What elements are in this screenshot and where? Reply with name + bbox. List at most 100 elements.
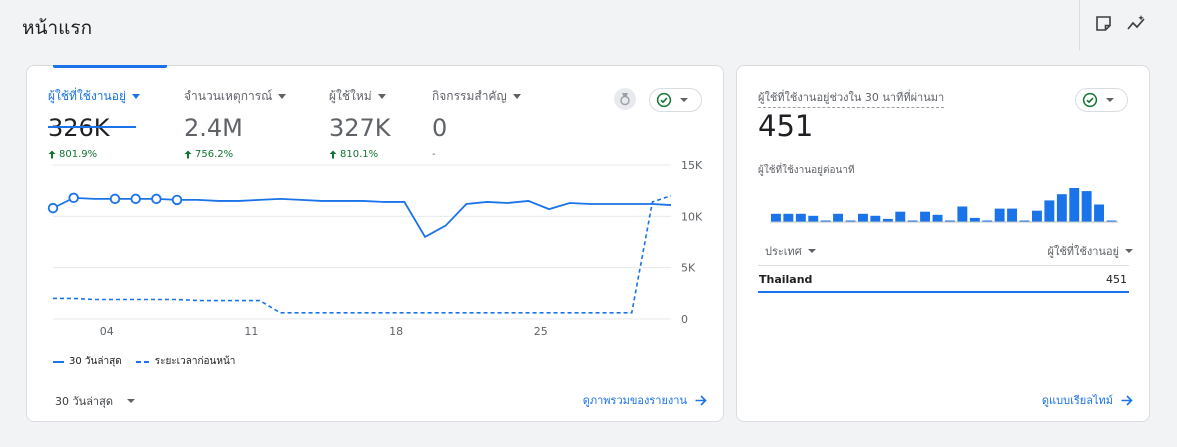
metric-label: ผู้ใช้ที่ใช้งานอยู่ [48, 89, 126, 103]
date-range-value: 30 วันล่าสุด [55, 395, 113, 408]
realtime-card: ผู้ใช้ที่ใช้งานอยู่ช่วงใน 30 นาทีที่ผ่าน… [736, 65, 1150, 422]
caret-down-icon [807, 249, 816, 253]
per-minute-bar [1056, 194, 1067, 222]
series-line-current [52, 196, 672, 239]
per-minute-bar [820, 220, 831, 222]
caret-down-icon [132, 94, 140, 99]
legend-label-current: 30 วันล่าสุด [69, 356, 122, 367]
note-icon[interactable] [1093, 13, 1113, 33]
per-minute-bar [1081, 191, 1092, 222]
insights-sparkle-icon[interactable] [1127, 13, 1147, 33]
metric-active-users[interactable]: ผู้ใช้ที่ใช้งานอยู่ 326K 801.9% [48, 87, 140, 160]
metric-change-value: 801.9% [59, 149, 98, 160]
metric-event-count[interactable]: จำนวนเหตุการณ์ 2.4M 756.2% [184, 87, 287, 160]
metric-value: 327K [329, 114, 391, 142]
column-header-users-label: ผู้ใช้ที่ใช้งานอยู่ [1047, 245, 1120, 258]
per-minute-bar [1019, 220, 1030, 222]
data-point-marker [109, 193, 121, 205]
metric-value: 0 [432, 114, 448, 142]
data-quality-check-dropdown[interactable] [1075, 88, 1128, 112]
per-minute-bar [982, 220, 993, 222]
metric-change: 801.9% [48, 149, 140, 160]
data-point-marker [171, 194, 183, 206]
metric-key-events[interactable]: กิจกรรมสำคัญ 0 - [432, 87, 521, 160]
legend-item-current: 30 วันล่าสุด [53, 354, 122, 369]
realtime-label[interactable]: ผู้ใช้ที่ใช้งานอยู่ช่วงใน 30 นาทีที่ผ่าน… [758, 88, 945, 108]
caret-down-icon [1106, 98, 1114, 102]
per-minute-bar [845, 220, 856, 222]
per-minute-bar [895, 211, 906, 222]
arrow-right-icon [695, 394, 707, 406]
per-minute-bar [771, 213, 781, 222]
y-tick-label: 0 [681, 313, 688, 326]
per-minute-bar [833, 213, 843, 222]
date-range-select[interactable]: 30 วันล่าสุด [55, 392, 135, 410]
metric-label: จำนวนเหตุการณ์ [184, 89, 273, 103]
per-minute-label: ผู้ใช้ที่ใช้งานอยู่ต่อนาที [758, 165, 855, 176]
view-reports-overview-label: ดูภาพรวมของรายงาน [582, 394, 687, 407]
page-header: หน้าแรก [0, 0, 1177, 50]
arrow-up-icon [184, 150, 192, 159]
metric-label-dropdown[interactable]: จำนวนเหตุการณ์ [184, 87, 287, 106]
legend-solid-swatch [53, 360, 64, 363]
per-minute-bar [932, 214, 943, 222]
per-minute-bar [808, 215, 819, 222]
per-minute-bar [1044, 200, 1055, 222]
data-point-marker [47, 202, 59, 214]
realtime-value: 451 [758, 109, 814, 143]
metric-change-value: 756.2% [195, 149, 234, 160]
check-circle-icon [656, 92, 672, 108]
per-minute-bar [957, 206, 968, 222]
table-row-users: 451 [1106, 273, 1127, 286]
per-minute-bar-chart [770, 188, 1118, 223]
per-minute-bar [907, 220, 918, 222]
y-tick-label: 5K [681, 262, 696, 275]
x-tick-label: 11 [244, 325, 258, 338]
overview-card: ผู้ใช้ที่ใช้งานอยู่ 326K 801.9% จำนวนเหต… [26, 65, 724, 422]
metric-label-dropdown[interactable]: กิจกรรมสำคัญ [432, 87, 521, 106]
metric-new-users[interactable]: ผู้ใช้ใหม่ 327K 810.1% [329, 87, 391, 160]
selected-tab-indicator [53, 65, 167, 68]
per-minute-bar [994, 208, 1005, 222]
legend-label-previous: ระยะเวลาก่อนหน้า [154, 356, 236, 367]
metric-change: - [432, 149, 521, 160]
insights-button[interactable] [614, 88, 636, 110]
metric-change-value: 810.1% [340, 149, 379, 160]
data-quality-check-dropdown[interactable] [649, 88, 702, 112]
metric-label: ผู้ใช้ใหม่ [329, 89, 372, 103]
x-tick-label: 25 [534, 325, 548, 338]
x-tick-label: 04 [100, 325, 114, 338]
table-divider [758, 265, 1129, 266]
metric-change-value: - [432, 149, 436, 160]
data-point-marker [68, 192, 79, 204]
per-minute-bar [783, 213, 794, 222]
series-line-previous [53, 195, 672, 314]
chart-legend: 30 วันล่าสุด ระยะเวลาก่อนหน้า [53, 354, 235, 369]
per-minute-bar [1094, 204, 1104, 222]
caret-down-icon [278, 94, 287, 99]
per-minute-bar [795, 213, 806, 222]
view-reports-overview-link[interactable]: ดูภาพรวมของรายงาน [583, 391, 707, 409]
view-realtime-link[interactable]: ดูแบบเรียลไทม์ [1042, 391, 1133, 409]
data-point-marker [130, 193, 141, 205]
per-minute-bar [945, 220, 955, 222]
per-minute-bar [1106, 220, 1117, 222]
per-minute-bar [969, 217, 980, 222]
per-minute-bar [870, 215, 881, 222]
metric-change: 810.1% [329, 149, 391, 160]
caret-down-icon [1125, 249, 1133, 253]
per-minute-bar [882, 218, 893, 222]
caret-down-icon [377, 94, 386, 99]
y-tick-label: 10K [681, 210, 703, 223]
arrow-up-icon [329, 150, 337, 159]
per-minute-bar [920, 211, 930, 222]
metric-label-dropdown[interactable]: ผู้ใช้ใหม่ [329, 87, 391, 106]
caret-down-icon [680, 98, 688, 102]
per-minute-bar [1069, 188, 1080, 222]
metric-label-dropdown[interactable]: ผู้ใช้ที่ใช้งานอยู่ [48, 87, 140, 106]
check-circle-icon [1082, 92, 1098, 108]
column-header-users[interactable]: ผู้ใช้ที่ใช้งานอยู่ [1047, 242, 1133, 260]
column-header-country[interactable]: ประเทศ [765, 242, 816, 260]
per-minute-bar [1007, 208, 1017, 222]
